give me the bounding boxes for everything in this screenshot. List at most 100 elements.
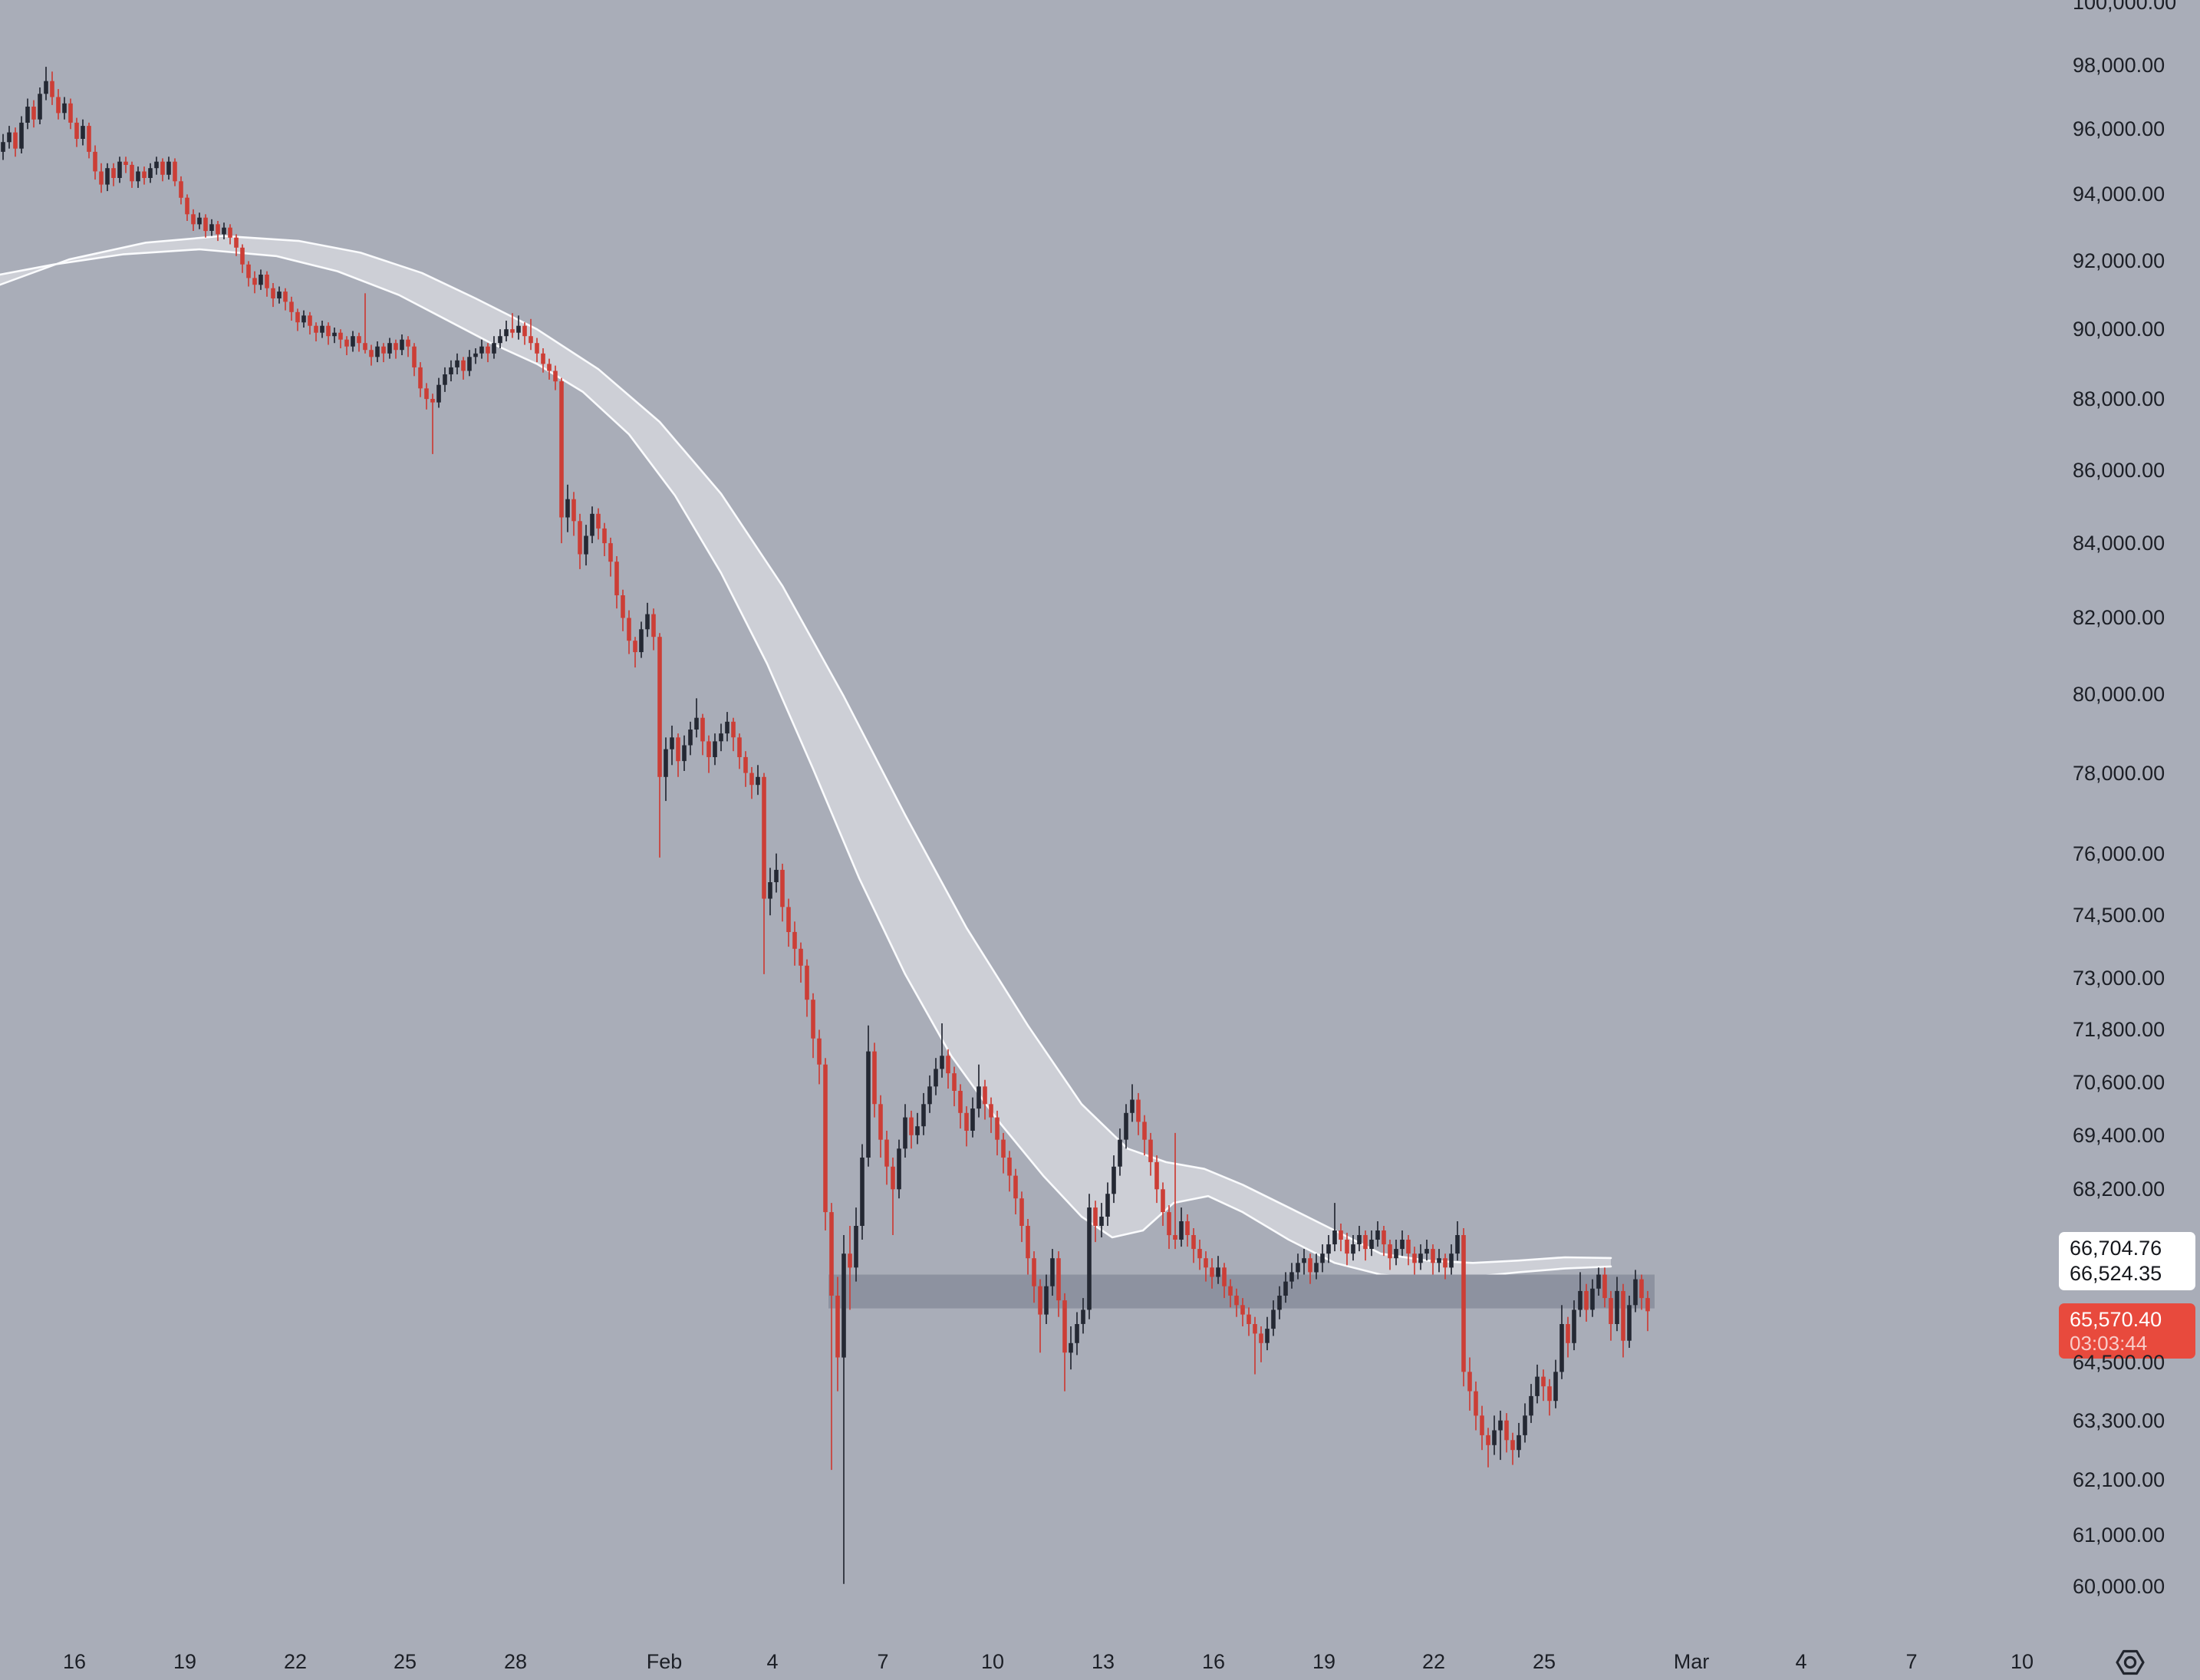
candle-body: [989, 1104, 993, 1118]
candle-body: [614, 562, 619, 595]
time-scale-tick: 25: [393, 1650, 417, 1673]
candle-body: [1185, 1221, 1190, 1235]
candle-body: [1013, 1175, 1018, 1199]
candle-body: [553, 371, 558, 382]
candle-body: [584, 535, 588, 555]
candle-body: [1044, 1286, 1049, 1315]
candle-body: [1517, 1435, 1521, 1451]
candle-body: [970, 1108, 975, 1131]
price-scale-tick: 69,400.00: [2073, 1123, 2165, 1147]
candle-body: [1602, 1274, 1607, 1299]
time-scale-tick: 13: [1091, 1650, 1115, 1673]
candle-body: [455, 360, 459, 367]
candle-body: [792, 931, 797, 949]
price-scale[interactable]: [2063, 0, 2200, 1639]
candle-body: [1627, 1305, 1632, 1341]
candle-body: [823, 1064, 828, 1213]
candle-body: [314, 325, 318, 333]
candle-body: [295, 311, 300, 323]
candle-body: [1216, 1267, 1220, 1277]
price-scale-tick: 71,800.00: [2073, 1018, 2165, 1042]
candle-body: [117, 161, 122, 178]
time-scale-tick: 19: [173, 1650, 197, 1673]
candle-body: [1345, 1240, 1349, 1254]
candle-body: [1062, 1300, 1067, 1353]
candle-body: [277, 292, 282, 298]
candle-body: [535, 343, 539, 354]
candle-body: [222, 227, 226, 235]
candle-body: [891, 1166, 895, 1190]
ma-lower-line[interactable]: [0, 248, 1612, 1280]
price-scale-tick: 86,000.00: [2073, 458, 2165, 482]
candle-body: [657, 637, 662, 777]
candle-body: [375, 346, 380, 357]
candle-body: [1388, 1244, 1392, 1259]
candle-body: [829, 1212, 834, 1296]
candle-body: [596, 513, 601, 529]
candle-body: [1474, 1391, 1478, 1416]
price-scale-settings-gear-icon[interactable]: [2116, 1648, 2145, 1677]
bar-close-countdown: 03:03:44: [2070, 1332, 2148, 1356]
candle-body: [1019, 1198, 1024, 1226]
candle-body: [946, 1056, 950, 1074]
candle-body: [1069, 1342, 1073, 1353]
candle-body: [369, 350, 374, 357]
price-scale-tick: 68,200.00: [2073, 1178, 2165, 1201]
candle-body: [173, 161, 177, 182]
candle-body: [756, 776, 760, 786]
candle-body: [1553, 1372, 1558, 1402]
candle-body: [436, 384, 441, 403]
candle-body: [1492, 1430, 1497, 1445]
candle-body: [1056, 1258, 1061, 1301]
ma-upper-value-label: 66,704.76: [2070, 1236, 2162, 1260]
candle-body: [1320, 1253, 1325, 1263]
time-scale-tick: 22: [1421, 1650, 1446, 1673]
candle-body: [964, 1112, 969, 1131]
time-scale-tick: 10: [2010, 1650, 2034, 1673]
price-scale-tick: 73,000.00: [2073, 967, 2165, 990]
candle-body: [627, 618, 631, 641]
candle-body: [682, 745, 687, 762]
candle-body: [884, 1139, 889, 1167]
candle-body: [486, 346, 490, 354]
candle-body: [645, 614, 650, 630]
candle-body: [1566, 1324, 1570, 1343]
candle-body: [31, 107, 36, 120]
price-scale-tick: 88,000.00: [2073, 387, 2165, 411]
candle-body: [1204, 1258, 1208, 1268]
candle-body: [786, 907, 791, 932]
price-scale-tick: 82,000.00: [2073, 606, 2165, 630]
candle-body: [320, 325, 324, 333]
supply-zone-rectangle[interactable]: [828, 1274, 1655, 1309]
candle-body: [1424, 1249, 1429, 1254]
candle-body: [289, 301, 294, 312]
time-scale-tick: 4: [766, 1650, 779, 1673]
candle-body: [688, 730, 693, 746]
candle-body: [706, 741, 711, 757]
candle-body: [897, 1148, 901, 1190]
candle-body: [909, 1117, 914, 1135]
candle-body: [1369, 1240, 1374, 1250]
candle-body: [381, 346, 386, 354]
candle-body: [443, 374, 447, 385]
candle-body: [111, 168, 116, 178]
candle-body: [1455, 1235, 1460, 1254]
candle-body: [522, 325, 527, 337]
candle-body: [68, 103, 73, 123]
candle-body: [209, 224, 214, 231]
candle-body: [1240, 1305, 1245, 1315]
candle-body: [1093, 1207, 1098, 1226]
candle-body: [498, 336, 502, 344]
candle-body: [1504, 1420, 1509, 1441]
candle-body: [713, 741, 717, 757]
candle-body: [1412, 1253, 1417, 1263]
candle-body: [1259, 1333, 1263, 1343]
candle-body: [351, 336, 355, 347]
candle-body: [81, 126, 85, 139]
candle-body: [1510, 1440, 1515, 1451]
candle-body: [1161, 1189, 1165, 1212]
candle-body: [1480, 1415, 1484, 1435]
price-scale-tick: 63,300.00: [2073, 1408, 2165, 1432]
